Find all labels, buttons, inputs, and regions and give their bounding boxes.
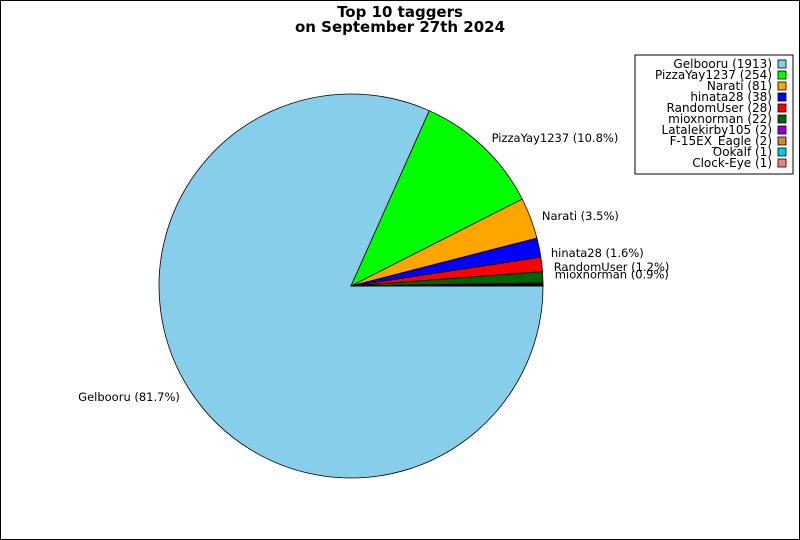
legend-swatch-clock-eye [777, 158, 787, 168]
legend-swatch-gelbooru [777, 59, 787, 69]
pie-slice-pizzayay1237 [350, 110, 523, 287]
legend-label-latalekirby105: Latalekirby105 (2) [662, 123, 772, 137]
legend-label-clock-eye: Clock-Eye (1) [692, 156, 772, 170]
legend-swatch-mioxnorman [777, 114, 787, 124]
pie-slice-clock-eye [350, 285, 544, 287]
chart-title-line-2: on September 27th 2024 [295, 18, 505, 36]
slice-label-pizzayay1237: PizzaYay1237 (10.8%) [492, 131, 619, 145]
legend-label-pizzayay1237: PizzaYay1237 (254) [655, 68, 772, 82]
slice-label-narati: Narati (3.5%) [542, 209, 619, 223]
slice-label-randomuser: RandomUser (1.2%) [554, 260, 670, 274]
chart-title-line-1: Top 10 taggers [337, 3, 463, 21]
legend-swatch-randomuser [777, 103, 787, 113]
slice-label-mioxnorman: mioxnorman (0.9%) [555, 268, 669, 282]
legend-label-f-15ex-eagle: F-15EX_Eagle (2) [670, 134, 772, 148]
legend-label-ookalf: Ookalf (1) [713, 145, 772, 159]
legend-swatch-ookalf [777, 147, 787, 157]
legend: Gelbooru (1913)PizzaYay1237 (254)Narati … [634, 54, 794, 175]
legend-swatch-pizzayay1237 [777, 70, 787, 80]
legend-swatch-narati [777, 81, 787, 91]
legend-label-narati: Narati (81) [707, 79, 772, 93]
legend-label-randomuser: RandomUser (28) [667, 101, 772, 115]
legend-swatch-latalekirby105 [777, 125, 787, 135]
legend-label-hinata28: hinata28 (38) [690, 90, 772, 104]
slice-label-gelbooru: Gelbooru (81.7%) [78, 390, 180, 404]
pie-slices [158, 93, 544, 479]
legend-swatch-hinata28 [777, 92, 787, 102]
legend-swatch-f-15ex-eagle [777, 136, 787, 146]
pie-slice-gelbooru [158, 93, 544, 479]
slice-label-hinata28: hinata28 (1.6%) [551, 246, 644, 260]
legend-label-mioxnorman: mioxnorman (22) [668, 112, 772, 126]
pie-labels: Gelbooru (81.7%) PizzaYay1237 (10.8%) Nara… [78, 131, 669, 404]
legend-box [634, 54, 794, 175]
legend-label-gelbooru: Gelbooru (1913) [673, 57, 772, 71]
